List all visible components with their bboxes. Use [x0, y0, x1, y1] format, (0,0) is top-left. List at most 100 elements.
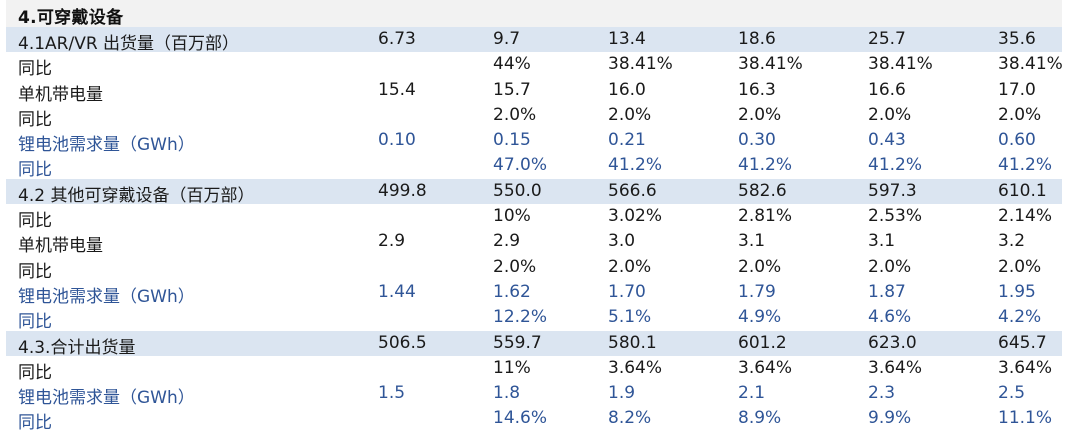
- table-title: 4.可穿戴设备: [18, 8, 124, 28]
- table-row: 单机带电量 15.4 15.7 16.0 16.3 16.6 17.0: [6, 78, 1062, 105]
- value-cell: 10%: [493, 206, 531, 227]
- value-cell: 1.95: [998, 281, 1036, 302]
- value-cell: 499.8: [378, 180, 427, 201]
- value-cell: 38.41%: [738, 54, 803, 75]
- row-label: 同比: [18, 413, 52, 434]
- row-label: 4.2 其他可穿戴设备（百万部）: [18, 185, 255, 206]
- value-cell: 3.2: [998, 231, 1026, 252]
- value-cell: 41.2%: [608, 155, 663, 176]
- row-label: 同比: [18, 261, 52, 282]
- value-cell: 1.8: [493, 383, 521, 404]
- value-cell: 0.30: [738, 130, 776, 151]
- row-label: 锂电池需求量（GWh）: [18, 388, 195, 409]
- value-cell: 2.53%: [868, 206, 923, 227]
- value-cell: 2.0%: [493, 104, 537, 125]
- value-cell: 1.5: [378, 383, 406, 404]
- value-cell: 0.21: [608, 130, 646, 151]
- section-header-row: 4.1AR/VR 出货量（百万部） 6.73 9.7 13.4 18.6 25.7 35.6: [6, 27, 1062, 54]
- table-row: 同比 47.0% 41.2% 41.2% 41.2% 41.2%: [6, 153, 1062, 181]
- row-label: 同比: [18, 109, 52, 130]
- value-cell: 3.1: [738, 231, 766, 252]
- table-row: 同比 44% 38.41% 38.41% 38.41% 38.41%: [6, 52, 1063, 80]
- value-cell: 1.9: [608, 383, 636, 404]
- value-cell: 559.7: [493, 332, 542, 353]
- value-cell: 13.4: [608, 29, 646, 49]
- value-cell: 2.0%: [998, 256, 1042, 277]
- table-row: 同比 14.6% 8.2% 8.9% 9.9% 11.1%: [6, 406, 1062, 434]
- value-cell: 25.7: [868, 29, 906, 49]
- value-cell: 2.0%: [998, 104, 1042, 125]
- row-label: 同比: [18, 59, 52, 80]
- value-cell: 16.0: [608, 79, 646, 100]
- value-cell: 3.64%: [608, 357, 663, 378]
- value-cell: 8.2%: [608, 408, 652, 429]
- value-cell: 4.6%: [868, 307, 912, 328]
- value-cell: 9.7: [493, 29, 521, 49]
- row-label: 同比: [18, 362, 52, 383]
- value-cell: 1.44: [378, 281, 416, 302]
- value-cell: 3.64%: [738, 357, 793, 378]
- value-cell: 1.62: [493, 281, 531, 302]
- value-cell: 12.2%: [493, 307, 548, 328]
- value-cell: 38.41%: [868, 54, 933, 75]
- table-row: 单机带电量 2.9 2.9 3.0 3.1 3.1 3.2: [6, 229, 1062, 256]
- value-cell: 3.1: [868, 231, 896, 252]
- table-row: 锂电池需求量（GWh） 1.5 1.8 1.9 2.1 2.3 2.5: [6, 381, 1062, 409]
- value-cell: 3.02%: [608, 206, 663, 227]
- value-cell: 9.9%: [868, 408, 912, 429]
- row-label: 4.1AR/VR 出货量（百万部）: [18, 34, 240, 54]
- value-cell: 15.7: [493, 79, 531, 100]
- row-label: 锂电池需求量（GWh）: [18, 286, 195, 307]
- value-cell: 4.9%: [738, 307, 782, 328]
- table-row: 同比 11% 3.64% 3.64% 3.64% 3.64%: [6, 356, 1062, 383]
- table-row: 同比 2.0% 2.0% 2.0% 2.0% 2.0%: [6, 255, 1062, 282]
- value-cell: 582.6: [738, 180, 787, 201]
- value-cell: 2.9: [493, 231, 521, 252]
- row-label: 单机带电量: [18, 84, 103, 105]
- value-cell: 16.3: [738, 79, 776, 100]
- value-cell: 1.87: [868, 281, 906, 302]
- row-label: 锂电池需求量（GWh）: [18, 135, 195, 156]
- value-cell: 5.1%: [608, 307, 652, 328]
- wearables-data-table: 4.可穿戴设备 4.1AR/VR 出货量（百万部） 6.73 9.7 13.4 18.6…: [6, 0, 1063, 434]
- value-cell: 0.10: [378, 130, 416, 151]
- table-row: 同比 2.0% 2.0% 2.0% 2.0% 2.0%: [6, 103, 1062, 130]
- value-cell: 2.14%: [998, 206, 1053, 227]
- value-cell: 38.41%: [998, 54, 1063, 75]
- value-cell: 623.0: [868, 332, 917, 353]
- table-body: 4.1AR/VR 出货量（百万部） 6.73 9.7 13.4 18.6 25.7 35.6…: [6, 27, 1063, 434]
- value-cell: 2.0%: [868, 104, 912, 125]
- row-label: 4.3.合计出货量: [18, 337, 136, 358]
- value-cell: 11%: [493, 357, 531, 378]
- value-cell: 35.6: [998, 29, 1036, 49]
- value-cell: 610.1: [998, 180, 1047, 201]
- table-row: 锂电池需求量（GWh） 1.44 1.62 1.70 1.79 1.87 1.95: [6, 280, 1062, 307]
- value-cell: 645.7: [998, 332, 1047, 353]
- table-title-row: 4.可穿戴设备: [6, 0, 1062, 28]
- value-cell: 3.64%: [868, 357, 923, 378]
- value-cell: 580.1: [608, 332, 657, 353]
- value-cell: 601.2: [738, 332, 787, 353]
- value-cell: 2.0%: [608, 104, 652, 125]
- value-cell: 3.0: [608, 231, 636, 252]
- section-header-row: 4.2 其他可穿戴设备（百万部） 499.8 550.0 566.6 582.6 597.…: [6, 178, 1062, 206]
- row-label: 同比: [18, 160, 52, 181]
- value-cell: 41.2%: [738, 155, 793, 176]
- value-cell: 566.6: [608, 180, 657, 201]
- value-cell: 18.6: [738, 29, 776, 49]
- value-cell: 506.5: [378, 332, 427, 353]
- value-cell: 1.79: [738, 281, 776, 302]
- value-cell: 1.70: [608, 281, 646, 302]
- value-cell: 597.3: [868, 180, 917, 201]
- value-cell: 2.9: [378, 231, 406, 252]
- value-cell: 2.0%: [738, 104, 782, 125]
- value-cell: 2.0%: [868, 256, 912, 277]
- value-cell: 17.0: [998, 79, 1036, 100]
- value-cell: 4.2%: [998, 307, 1042, 328]
- value-cell: 41.2%: [868, 155, 923, 176]
- value-cell: 2.81%: [738, 206, 793, 227]
- value-cell: 2.0%: [493, 256, 537, 277]
- value-cell: 550.0: [493, 180, 542, 201]
- value-cell: 0.43: [868, 130, 906, 151]
- value-cell: 0.15: [493, 130, 531, 151]
